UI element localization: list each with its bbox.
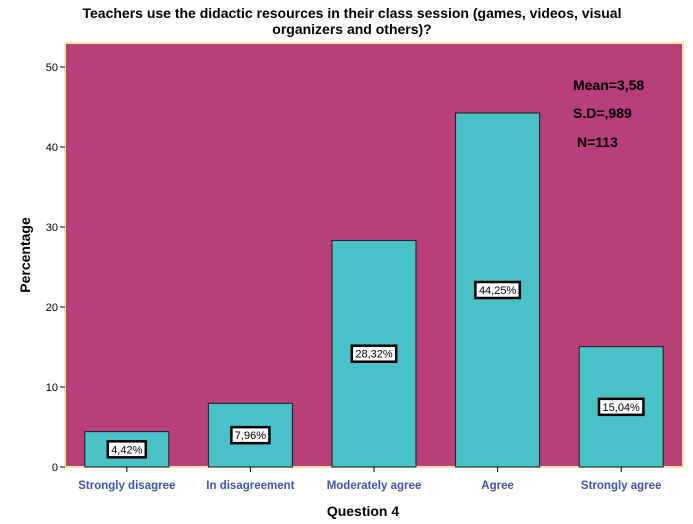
y-tick-label: 50 [46, 62, 58, 74]
y-tick-label: 40 [46, 142, 58, 154]
category-label: Strongly agree [581, 480, 662, 492]
stat-annotation: Mean=3,58 [573, 77, 644, 93]
chart-title-line-1: Teachers use the didactic resources in t… [83, 5, 622, 21]
data-label-box [474, 280, 522, 300]
data-label: 15,04% [603, 402, 641, 414]
y-tick-label: 0 [52, 462, 58, 474]
category-label: Strongly disagree [78, 480, 175, 492]
stat-annotation: S.D=,989 [573, 105, 632, 121]
data-label-box [106, 440, 148, 459]
category-label: Agree [481, 480, 514, 492]
stat-annotation: N=113 [577, 134, 618, 150]
y-tick-label: 10 [46, 382, 58, 394]
data-label: 7,96% [235, 430, 266, 442]
x-axis-title: Question 4 [327, 503, 400, 519]
data-label-box [230, 425, 271, 445]
category-label: In disagreement [206, 480, 294, 492]
category-label: Moderately agree [327, 480, 422, 492]
y-axis-title: Percentage [17, 217, 33, 293]
data-label: 28,32% [355, 349, 393, 361]
y-tick-label: 30 [46, 222, 58, 234]
data-label-box [597, 397, 645, 417]
data-label-box [350, 344, 398, 363]
chart-title-line-2: organizers and others)? [272, 21, 431, 37]
data-label: 44,25% [479, 285, 517, 297]
y-tick-label: 20 [46, 302, 58, 314]
data-label: 4,42% [111, 444, 142, 456]
